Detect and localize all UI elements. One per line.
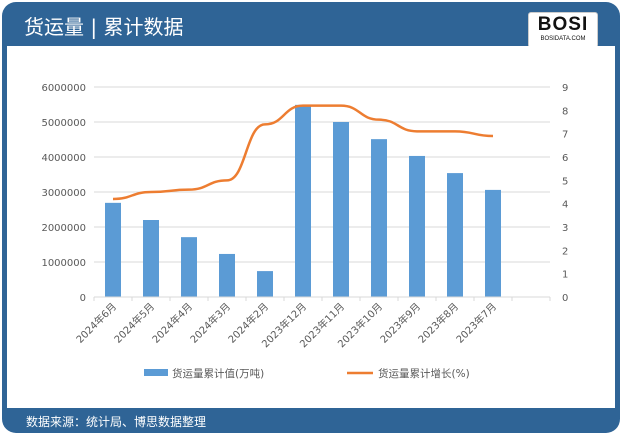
right-tick-label: 2 — [562, 246, 568, 257]
bar — [105, 202, 121, 297]
combo-chart: 0 1000000 2000000 3000000 4000000 5000000 6000… — [41, 83, 568, 380]
bar — [333, 122, 349, 297]
bar — [257, 271, 273, 297]
page-title: 货运量 | 累计数据 — [24, 15, 184, 39]
right-tick-label: 9 — [562, 83, 568, 94]
right-tick-label: 0 — [562, 293, 568, 304]
left-tick-label: 5000000 — [41, 118, 86, 129]
right-tick-label: 3 — [562, 223, 568, 234]
bar — [409, 155, 425, 297]
left-tick-label: 3000000 — [41, 188, 86, 199]
right-tick-label: 5 — [562, 176, 568, 187]
left-tick-label: 6000000 — [41, 83, 86, 94]
logo: BOSI BOSIDATA.COM — [528, 12, 598, 48]
data-source: 数据来源：统计局、博思数据整理 — [26, 415, 207, 429]
left-tick-label: 2000000 — [41, 223, 86, 234]
bar — [447, 173, 463, 297]
header: 货运量 | 累计数据 BOSI BOSIDATA.COM — [2, 2, 620, 48]
legend-label: 货运量累计增长(%) — [378, 367, 470, 380]
legend-label: 货运量累计值(万吨) — [172, 367, 264, 380]
bar — [295, 104, 311, 297]
bar — [219, 253, 235, 297]
left-tick-label: 1000000 — [41, 258, 86, 269]
category-label: 2023年7月 — [453, 300, 499, 346]
chart-panel: 0 1000000 2000000 3000000 4000000 5000000 6000… — [7, 46, 615, 408]
bar — [371, 139, 387, 297]
left-tick-label: 0 — [80, 293, 86, 304]
right-tick-label: 1 — [562, 270, 568, 281]
legend-swatch-bar — [144, 369, 168, 376]
bar — [143, 220, 159, 297]
bar — [181, 237, 197, 297]
right-tick-label: 6 — [562, 153, 568, 164]
right-tick-label: 4 — [562, 200, 568, 211]
left-tick-label: 4000000 — [41, 153, 86, 164]
right-tick-label: 8 — [562, 106, 568, 117]
right-tick-label: 7 — [562, 130, 568, 141]
bar — [485, 189, 501, 297]
